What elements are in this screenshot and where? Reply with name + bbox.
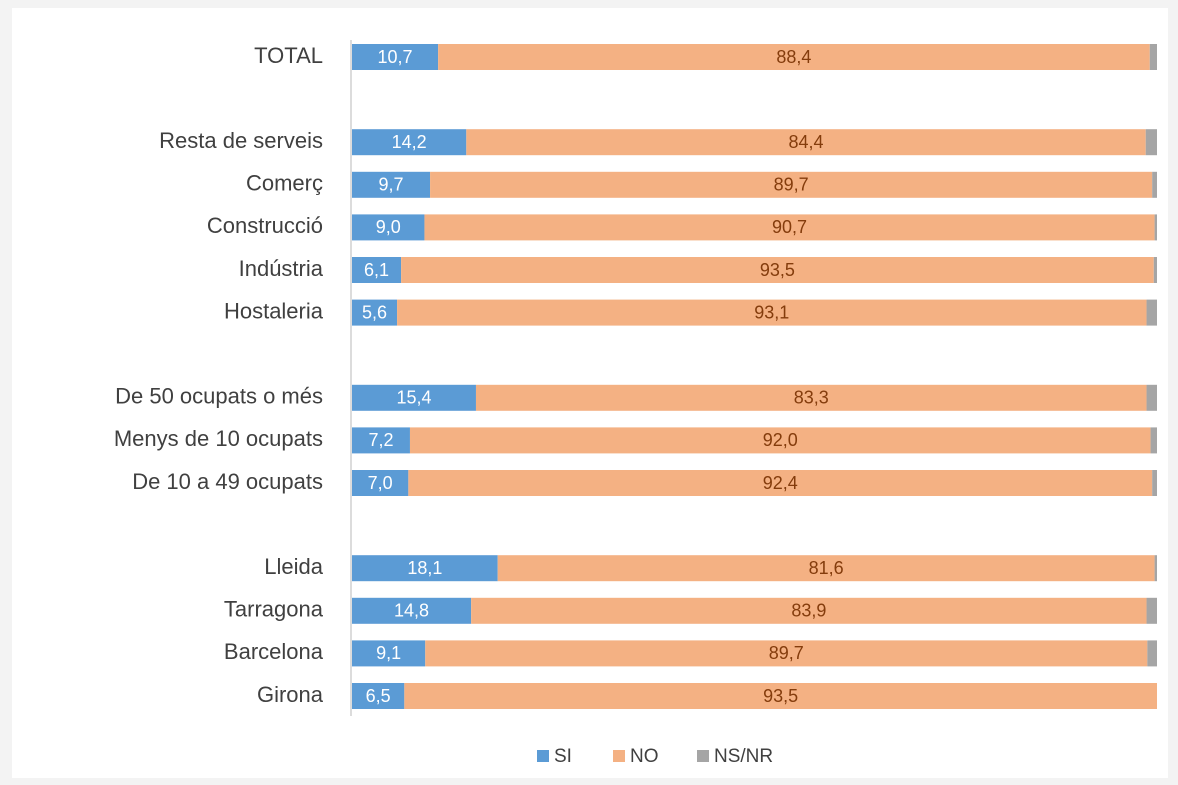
value-label: 93,1 <box>754 302 789 322</box>
value-label: 88,4 <box>776 47 811 67</box>
value-label: 18,1 <box>407 558 442 578</box>
bar-segment <box>1147 640 1157 667</box>
bar-segment <box>352 683 405 709</box>
value-label: 81,6 <box>809 558 844 578</box>
value-label: 9,1 <box>376 643 401 663</box>
value-label: 7,0 <box>368 473 393 493</box>
bar-segment <box>1149 44 1157 70</box>
value-label: 84,4 <box>788 132 823 152</box>
bar-segment <box>1146 299 1157 326</box>
value-label: 93,5 <box>763 686 798 706</box>
category-label: Construcció <box>207 213 323 238</box>
bar-segment <box>401 257 1154 283</box>
bar-segment <box>352 129 467 156</box>
category-label: Barcelona <box>224 639 324 664</box>
bar-segment <box>397 299 1147 326</box>
value-label: 14,2 <box>392 132 427 152</box>
value-label: 9,7 <box>379 175 404 195</box>
category-label: TOTAL <box>254 43 323 68</box>
value-label: 7,2 <box>368 430 393 450</box>
bar-segment <box>404 683 1157 709</box>
value-label: 14,8 <box>394 601 429 621</box>
value-label: 83,9 <box>791 601 826 621</box>
value-label: 89,7 <box>769 643 804 663</box>
category-label: Tarragona <box>224 597 324 622</box>
value-label: 92,4 <box>763 473 798 493</box>
bar-segment <box>1146 384 1157 411</box>
value-label: 92,0 <box>763 430 798 450</box>
bar-segment <box>352 299 398 326</box>
legend-swatch <box>613 750 625 762</box>
legend-label: SI <box>554 746 572 767</box>
category-label: Hostaleria <box>224 298 324 323</box>
value-label: 83,3 <box>794 388 829 408</box>
legend-swatch <box>537 750 549 762</box>
bar-segment <box>352 427 410 454</box>
bar-segment <box>1152 171 1157 198</box>
category-label: Menys de 10 ocupats <box>114 426 323 451</box>
value-label: 5,6 <box>362 302 387 322</box>
category-label: Lleida <box>264 554 323 579</box>
bar-segment <box>471 597 1147 624</box>
category-label: Indústria <box>239 256 324 281</box>
bar-segment <box>497 555 1155 582</box>
bar-segment <box>1154 214 1157 241</box>
value-label: 6,5 <box>366 686 391 706</box>
bar-segment <box>425 640 1148 667</box>
bar-segment <box>352 171 431 198</box>
category-label: Comerç <box>246 171 323 196</box>
value-label: 90,7 <box>772 217 807 237</box>
bar-segment <box>352 44 439 70</box>
bar-segment <box>1146 597 1157 624</box>
bar-segment <box>475 384 1147 411</box>
bar-segment <box>352 214 425 241</box>
category-label: Girona <box>257 682 324 707</box>
category-label: De 10 a 49 ocupats <box>132 469 323 494</box>
bar-segment <box>409 427 1151 454</box>
value-label: 10,7 <box>378 47 413 67</box>
bar-segment <box>1145 129 1157 156</box>
bar-segment <box>352 257 402 283</box>
legend-swatch <box>697 750 709 762</box>
legend-label: NS/NR <box>714 746 773 767</box>
bar-segment <box>352 384 476 411</box>
value-label: 89,7 <box>774 175 809 195</box>
bar-segment <box>430 171 1153 198</box>
value-label: 6,1 <box>364 260 389 280</box>
value-label: 93,5 <box>760 260 795 280</box>
bar-segment <box>466 129 1146 156</box>
bar-segment <box>438 44 1150 70</box>
bar-segment <box>424 214 1155 241</box>
category-label: Resta de serveis <box>159 128 323 153</box>
bar-segment <box>352 640 426 667</box>
bar-segment <box>1150 427 1157 454</box>
bar-segment <box>408 470 1153 496</box>
bar-segment <box>352 555 498 582</box>
value-label: 15,4 <box>396 388 431 408</box>
bar-segment <box>352 597 472 624</box>
value-label: 9,0 <box>376 217 401 237</box>
bar-segment <box>1153 257 1157 283</box>
legend-label: NO <box>630 746 659 767</box>
category-label: De 50 ocupats o més <box>115 384 323 409</box>
bar-segment <box>352 470 409 496</box>
bar-segment <box>1152 470 1157 496</box>
bar-segment <box>1154 555 1157 582</box>
